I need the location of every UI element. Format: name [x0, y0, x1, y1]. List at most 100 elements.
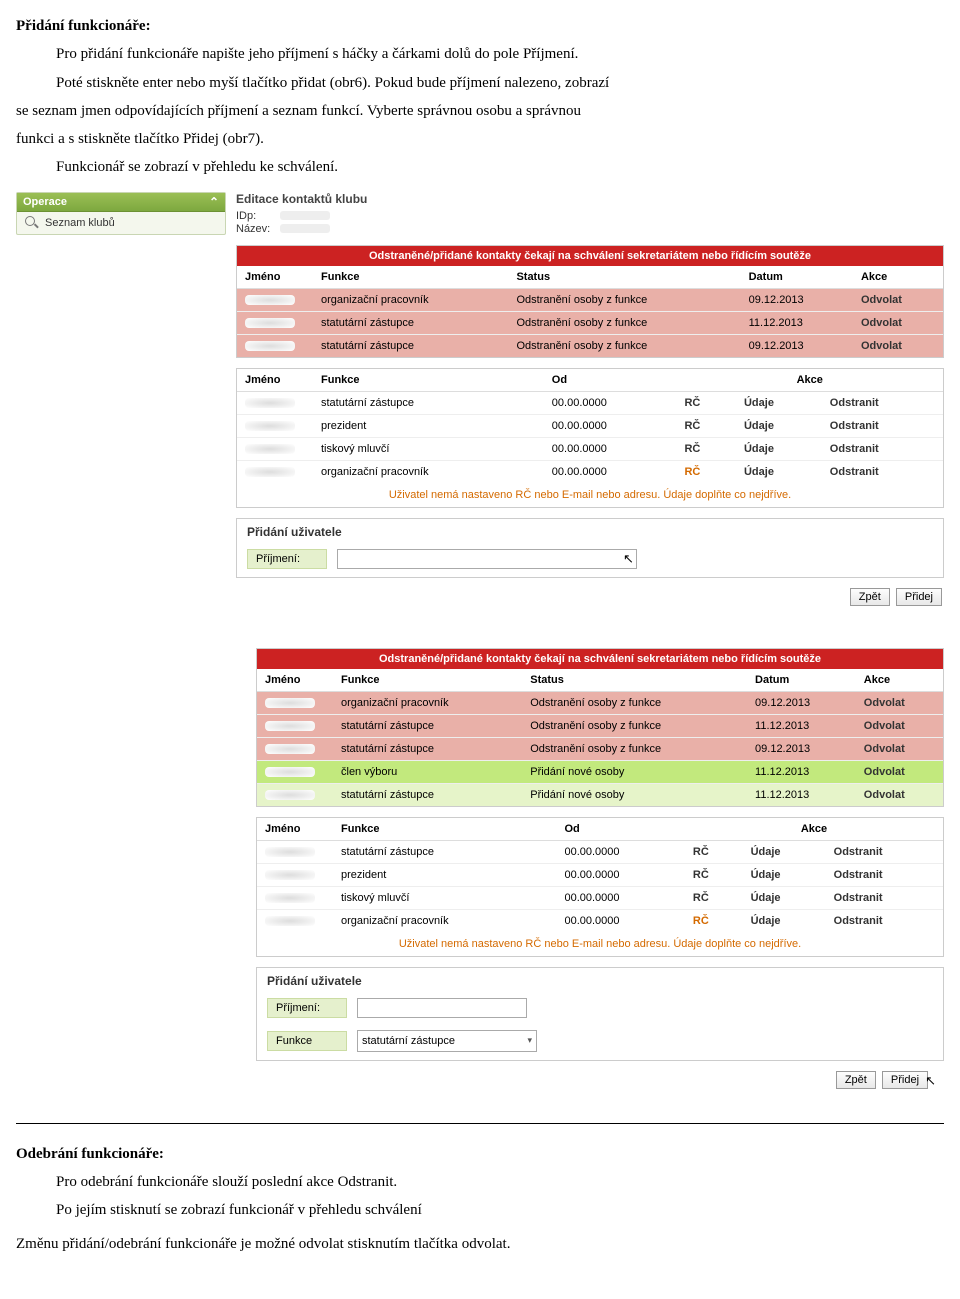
name-cell	[237, 391, 313, 414]
remove-link[interactable]: Odstranit	[826, 863, 943, 886]
od-cell: 00.00.0000	[544, 437, 677, 460]
name-cell	[237, 311, 313, 334]
func-cell: organizační pracovník	[313, 288, 508, 311]
date-cell: 11.12.2013	[747, 783, 856, 806]
func-cell: prezident	[313, 414, 544, 437]
details-link[interactable]: Údaje	[736, 460, 822, 483]
revoke-link[interactable]: Odvolat	[853, 288, 943, 311]
col-od: Od	[556, 818, 684, 841]
rc-link[interactable]: RČ	[676, 460, 736, 483]
sidebar: Operace ⌃ Seznam klubů	[16, 192, 226, 610]
rc-link[interactable]: RČ	[685, 840, 743, 863]
col-action: Akce	[853, 266, 943, 289]
revoke-link[interactable]: Odvolat	[853, 311, 943, 334]
pending-panel-2: Odstraněné/přidané kontakty čekají na sc…	[256, 648, 944, 807]
details-link[interactable]: Údaje	[736, 437, 822, 460]
details-link[interactable]: Údaje	[736, 414, 822, 437]
remove-link[interactable]: Odstranit	[826, 909, 943, 932]
name-cell	[257, 783, 333, 806]
func-select[interactable]: statutární zástupce ▾	[357, 1030, 537, 1052]
back-button[interactable]: Zpět	[850, 588, 890, 606]
rc-link[interactable]: RČ	[685, 909, 743, 932]
remove-link[interactable]: Odstranit	[822, 460, 943, 483]
surname-label-2: Příjmení:	[267, 998, 347, 1018]
details-link[interactable]: Údaje	[743, 840, 826, 863]
details-link[interactable]: Údaje	[743, 863, 826, 886]
details-link[interactable]: Údaje	[743, 886, 826, 909]
list-row: prezident00.00.0000RČÚdajeOdstranit	[237, 414, 943, 437]
remove-link[interactable]: Odstranit	[822, 391, 943, 414]
details-link[interactable]: Údaje	[736, 391, 822, 414]
func-cell: organizační pracovník	[333, 691, 522, 714]
name-cell	[257, 909, 333, 932]
warning-note: Uživatel nemá nastaveno RČ nebo E-mail n…	[237, 483, 943, 507]
para-3: Změnu přidání/odebrání funkcionáře je mo…	[16, 1234, 944, 1254]
sidebar-item-seznam-klubu[interactable]: Seznam klubů	[17, 212, 225, 234]
col-status: Status	[522, 669, 747, 692]
list-table-2: Jméno Funkce Od Akce statutární zástupce…	[257, 818, 943, 932]
col-name: Jméno	[237, 369, 313, 392]
name-cell	[237, 288, 313, 311]
heading-remove: Odebrání funkcionáře:	[16, 1144, 944, 1164]
horizontal-rule	[16, 1123, 944, 1124]
col-func: Funkce	[333, 818, 556, 841]
rc-link[interactable]: RČ	[676, 391, 736, 414]
details-link[interactable]: Údaje	[743, 909, 826, 932]
name-cell	[237, 437, 313, 460]
list-panel: Jméno Funkce Od Akce statutární zástupce…	[236, 368, 944, 508]
surname-input[interactable]	[337, 549, 637, 569]
sidebar-item-label: Seznam klubů	[45, 217, 115, 229]
revoke-link[interactable]: Odvolat	[856, 783, 943, 806]
sidebar-title: Operace	[23, 196, 67, 208]
name-cell	[237, 334, 313, 357]
remove-link[interactable]: Odstranit	[822, 437, 943, 460]
func-cell: statutární zástupce	[333, 783, 522, 806]
od-cell: 00.00.0000	[544, 460, 677, 483]
od-cell: 00.00.0000	[556, 886, 684, 909]
back-button-2[interactable]: Zpět	[836, 1071, 876, 1089]
main-column: Editace kontaktů klubu IDp: Název: Odstr…	[236, 192, 944, 610]
idp-row: IDp:	[236, 210, 944, 222]
name-row: Název:	[236, 223, 944, 235]
func-cell: statutární zástupce	[333, 737, 522, 760]
od-cell: 00.00.0000	[556, 840, 684, 863]
add-button-2[interactable]: Přidej	[882, 1071, 928, 1089]
col-od: Od	[544, 369, 677, 392]
col-func: Funkce	[313, 266, 508, 289]
rc-link[interactable]: RČ	[685, 886, 743, 909]
collapse-icon[interactable]: ⌃	[209, 195, 219, 209]
revoke-link[interactable]: Odvolat	[856, 737, 943, 760]
revoke-link[interactable]: Odvolat	[853, 334, 943, 357]
col-action: Akce	[856, 669, 943, 692]
rc-link[interactable]: RČ	[676, 437, 736, 460]
status-cell: Odstranění osoby z funkce	[522, 737, 747, 760]
add-button[interactable]: Přidej	[896, 588, 942, 606]
remove-link[interactable]: Odstranit	[826, 840, 943, 863]
pending-table: Jméno Funkce Status Datum Akce organizač…	[237, 266, 943, 357]
revoke-link[interactable]: Odvolat	[856, 714, 943, 737]
rc-link[interactable]: RČ	[676, 414, 736, 437]
remove-link[interactable]: Odstranit	[822, 414, 943, 437]
name-cell	[257, 691, 333, 714]
rc-link[interactable]: RČ	[685, 863, 743, 886]
date-cell: 11.12.2013	[741, 311, 853, 334]
sidebar-header[interactable]: Operace ⌃	[17, 193, 225, 212]
col-name: Jméno	[257, 818, 333, 841]
revoke-link[interactable]: Odvolat	[856, 760, 943, 783]
surname-input-2[interactable]	[357, 998, 527, 1018]
para-1e: Funkcionář se zobrazí v přehledu ke schv…	[56, 157, 944, 177]
col-name: Jméno	[237, 266, 313, 289]
od-cell: 00.00.0000	[556, 909, 684, 932]
remove-link[interactable]: Odstranit	[826, 886, 943, 909]
status-cell: Odstranění osoby z funkce	[508, 288, 740, 311]
revoke-link[interactable]: Odvolat	[856, 691, 943, 714]
pending-row: organizační pracovníkOdstranění osoby z …	[257, 691, 943, 714]
od-cell: 00.00.0000	[544, 391, 677, 414]
list-row: organizační pracovník00.00.0000RČÚdajeOd…	[257, 909, 943, 932]
pending-row: statutární zástupceOdstranění osoby z fu…	[257, 714, 943, 737]
func-select-value: statutární zástupce	[362, 1035, 455, 1047]
add-user-panel: Přidání uživatele Příjmení: ↖	[236, 518, 944, 578]
name-cell	[257, 886, 333, 909]
func-cell: statutární zástupce	[313, 334, 508, 357]
para-2b: Po jejím stisknutí se zobrazí funkcionář…	[56, 1200, 944, 1220]
